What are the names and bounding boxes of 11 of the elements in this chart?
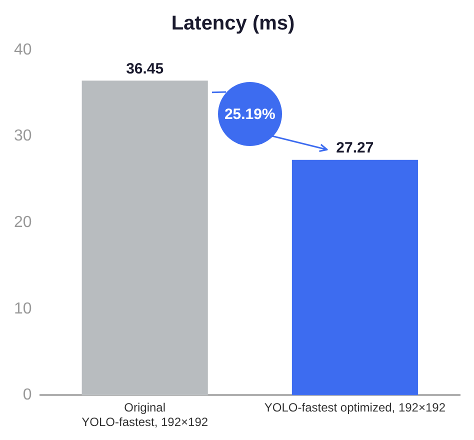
y-tick-label: 40 [14, 41, 32, 58]
chart-title: Latency (ms) [171, 12, 295, 35]
y-tick-label: 30 [14, 128, 32, 145]
y-tick-label: 10 [14, 300, 32, 318]
data-label: 27.27 [336, 140, 374, 156]
y-tick-label: 0 [22, 386, 32, 404]
x-tick-label: Original YOLO-fastest, 192×192 [82, 400, 208, 430]
y-tick-label: 20 [14, 214, 32, 232]
data-label: 36.45 [126, 60, 164, 78]
x-tick-label: YOLO-fastest optimized, 192×192 [264, 400, 446, 415]
annotation: 25.19% [218, 82, 282, 146]
